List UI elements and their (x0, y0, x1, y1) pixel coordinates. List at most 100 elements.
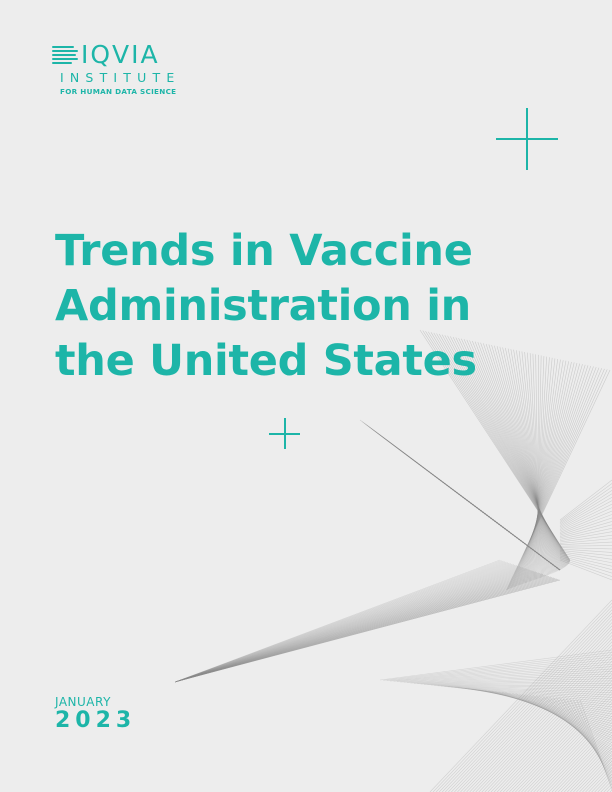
decorative-line (494, 345, 557, 572)
decorative-line (528, 694, 612, 755)
decorative-line (410, 458, 561, 571)
decorative-line (424, 680, 612, 685)
decorative-line (370, 428, 561, 571)
decorative-line (458, 337, 567, 567)
decorative-line (466, 339, 565, 568)
decorative-line (535, 356, 545, 580)
decorative-line (174, 574, 545, 683)
decorative-line (505, 347, 553, 574)
decorative-line (516, 350, 548, 576)
decorative-line (579, 757, 612, 792)
decorative-line (461, 687, 612, 708)
decorative-line (495, 691, 612, 731)
decorative-line (444, 335, 569, 565)
decorative-line (554, 731, 612, 792)
decorative-line (404, 453, 561, 571)
decorative-line (518, 363, 580, 586)
decorative-line (506, 369, 611, 591)
decorative-line (496, 670, 612, 792)
decorative-line (434, 685, 612, 689)
decorative-line (570, 747, 612, 792)
decorative-line (441, 334, 569, 564)
decorative-line (535, 695, 612, 760)
decorative-line (559, 554, 612, 567)
decorative-line (174, 564, 516, 683)
decorative-line (422, 330, 571, 561)
decorative-line (174, 560, 502, 683)
decorative-line (174, 563, 511, 683)
report-title: Trends in Vaccine Administration in the … (55, 224, 477, 389)
decorative-line (447, 686, 612, 698)
decorative-line (597, 776, 612, 792)
decorative-line (406, 454, 561, 571)
iqvia-institute-logo: IQVIA INSTITUTE FOR HUMAN DATA SCIENCE (52, 42, 180, 96)
decorative-line (576, 699, 612, 788)
plus-decoration-icon (269, 418, 300, 449)
decorative-line (526, 360, 564, 583)
decorative-line (174, 579, 561, 683)
decorative-line (454, 687, 612, 703)
decorative-line (477, 342, 562, 570)
decorative-line (373, 429, 561, 571)
decorative-line (507, 348, 552, 574)
decorative-line (420, 678, 612, 685)
decorative-line (509, 683, 612, 792)
decorative-line (527, 352, 544, 577)
decorative-line (545, 722, 612, 792)
decorative-line (512, 686, 612, 792)
decorative-line (415, 461, 561, 571)
decorative-line (518, 693, 612, 792)
decorative-line (603, 783, 612, 792)
decorative-line (559, 527, 612, 540)
title-line: Administration in (55, 281, 471, 331)
decorative-line (174, 570, 533, 683)
decorative-line (174, 566, 522, 683)
decorative-line (410, 671, 612, 684)
decorative-line (582, 760, 612, 792)
decorative-line (585, 764, 612, 792)
decorative-line (384, 438, 561, 571)
decorative-line (455, 337, 567, 566)
decorative-line (559, 552, 612, 564)
decorative-line (524, 360, 567, 584)
decorative-line (466, 499, 561, 571)
decorative-line (446, 484, 561, 571)
decorative-line (174, 563, 513, 683)
decorative-line (524, 699, 612, 792)
decorative-line (174, 559, 501, 683)
decorative-line (174, 568, 527, 683)
decorative-line (386, 654, 612, 681)
decorative-line (551, 728, 612, 792)
decorative-line (559, 550, 612, 557)
decorative-line (452, 336, 568, 566)
decorative-line (379, 434, 561, 571)
decorative-line (174, 560, 504, 683)
decorative-line (588, 767, 612, 792)
decorative-line (559, 483, 612, 522)
decorative-line (519, 362, 578, 585)
decorative-line (386, 439, 561, 571)
decorative-line (499, 346, 555, 573)
decorative-line (174, 565, 519, 683)
decorative-line (463, 635, 612, 792)
decorative-line (564, 741, 612, 792)
decorative-line (521, 696, 612, 792)
decorative-line (510, 349, 551, 575)
decorative-line (174, 562, 510, 683)
decorative-line (470, 503, 561, 571)
decorative-line (496, 346, 556, 573)
decorative-line (468, 501, 561, 571)
decorative-line (445, 615, 612, 792)
decorative-line (485, 690, 612, 724)
decorative-line (493, 667, 612, 792)
decorative-line (174, 568, 528, 683)
decorative-line (530, 706, 612, 792)
decorative-line (428, 471, 561, 571)
decorative-line (362, 421, 561, 571)
decorative-line (521, 351, 546, 577)
decorative-line (457, 628, 612, 792)
decorative-line (429, 599, 612, 792)
decorative-line (532, 357, 550, 581)
decorative-line (390, 656, 612, 682)
decorative-line (475, 506, 561, 571)
